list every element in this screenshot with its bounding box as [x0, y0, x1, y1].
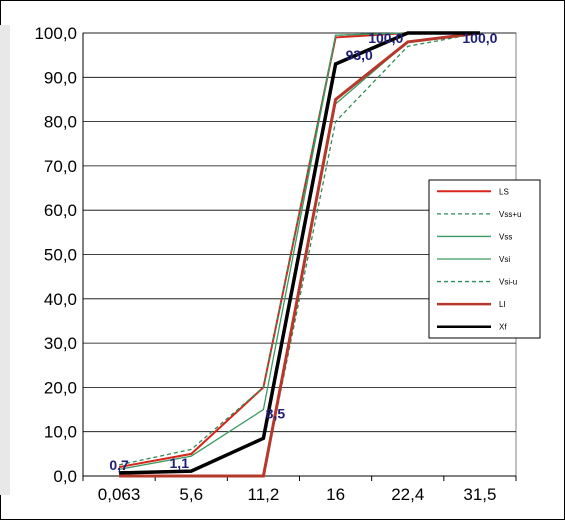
- series-line-xf: [119, 31, 480, 475]
- y-tick-label: 90,0: [44, 68, 77, 87]
- x-tick-label: 11,2: [248, 485, 280, 504]
- legend-label: Xf: [499, 323, 507, 332]
- y-tick-label: 30,0: [44, 334, 77, 353]
- x-tick-label: 22,4: [391, 485, 424, 504]
- series-line-vsi-u: [119, 32, 481, 477]
- y-tick-label: 80,0: [44, 113, 77, 132]
- data-label: 1,1: [170, 455, 190, 471]
- y-tick-label: 0,0: [53, 467, 77, 486]
- legend-label: LI: [499, 300, 506, 309]
- legend-label: LS: [499, 187, 509, 196]
- data-label: 100,0: [462, 30, 497, 46]
- data-label: 100,0: [368, 30, 403, 46]
- y-tick-label: 50,0: [44, 246, 77, 265]
- y-tick-label: 40,0: [44, 290, 77, 309]
- legend-label: Vsi: [499, 255, 510, 264]
- legend-label: Vss+u: [499, 210, 521, 219]
- left-edge-strip: [0, 25, 10, 495]
- legend-label: Vss: [499, 232, 512, 241]
- data-label: 93,0: [346, 47, 373, 63]
- legend-label: Vsi-u: [499, 278, 517, 287]
- x-tick-label: 0,063: [98, 485, 141, 504]
- x-tick-label: 5,6: [179, 485, 203, 504]
- x-tick-label: 31,5: [463, 485, 496, 504]
- y-tick-label: 20,0: [44, 378, 77, 397]
- y-tick-label: 60,0: [44, 201, 77, 220]
- data-label: 8,5: [266, 405, 286, 421]
- y-tick-label: 10,0: [44, 423, 77, 442]
- y-tick-label: 100,0: [34, 24, 77, 43]
- x-tick-label: 16: [326, 485, 345, 504]
- data-label: 0,7: [109, 457, 129, 473]
- series-line-li: [119, 31, 481, 478]
- y-tick-label: 70,0: [44, 157, 77, 176]
